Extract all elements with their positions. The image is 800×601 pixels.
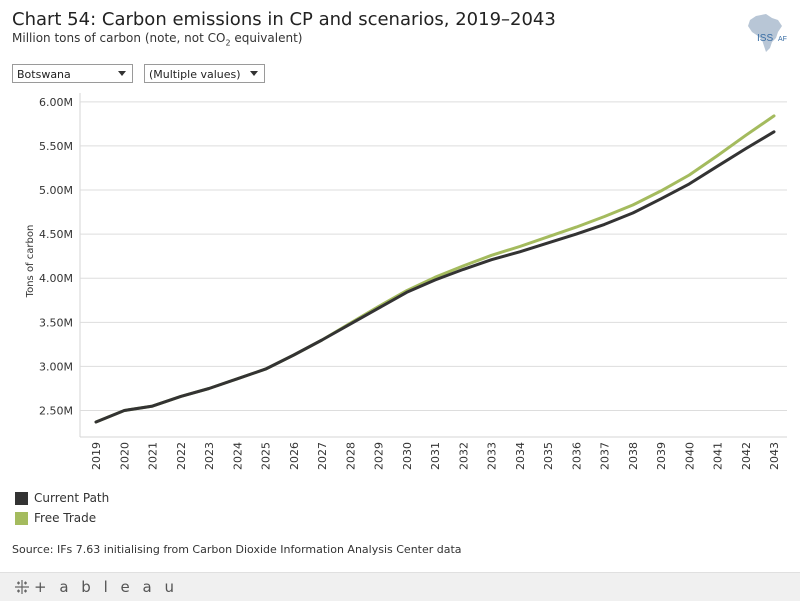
x-tick-label: 2039 (655, 442, 668, 470)
x-tick-label: 2036 (570, 442, 583, 470)
source-note: Source: IFs 7.63 initialising from Carbo… (12, 543, 462, 556)
y-tick-label: 4.00M (39, 272, 73, 285)
legend-item-free-trade[interactable]: Free Trade (15, 508, 109, 528)
chevron-down-icon (118, 71, 126, 76)
x-tick-label: 2028 (344, 442, 357, 470)
y-tick-label: 3.50M (39, 316, 73, 329)
chart-subtitle: Million tons of carbon (note, not CO2 eq… (12, 31, 302, 47)
subtitle-subscript: 2 (225, 38, 231, 48)
x-tick-label: 2037 (599, 442, 612, 470)
x-tick-label: 2019 (90, 442, 103, 470)
x-tick-label: 2023 (203, 442, 216, 470)
x-tick-label: 2032 (457, 442, 470, 470)
series-line-free-trade (94, 114, 776, 424)
tableau-logo-link[interactable]: + a b l e a u (14, 578, 178, 596)
y-tick-label: 3.00M (39, 360, 73, 373)
x-tick-label: 2027 (316, 442, 329, 470)
x-tick-label: 2022 (175, 442, 188, 470)
scenario-filter-value: (Multiple values) (149, 68, 241, 81)
subtitle-main: Million tons of carbon (note, not CO (12, 31, 226, 45)
chart-title: Chart 54: Carbon emissions in CP and sce… (12, 9, 556, 30)
legend-label-current-path: Current Path (34, 491, 110, 505)
tableau-brand-text: + a b l e a u (34, 578, 178, 596)
legend-swatch-free-trade (15, 511, 28, 525)
x-tick-label: 2025 (260, 442, 273, 470)
x-tick-label: 2041 (712, 442, 725, 470)
x-tick-label: 2026 (288, 442, 301, 470)
x-tick-label: 2040 (683, 442, 696, 470)
x-tick-label: 2021 (147, 442, 160, 470)
x-tick-label: 2034 (514, 442, 527, 470)
x-tick-label: 2031 (429, 442, 442, 470)
country-filter-value: Botswana (17, 68, 71, 81)
x-tick-label: 2033 (486, 442, 499, 470)
y-tick-label: 6.00M (39, 96, 73, 109)
tableau-cross-icon (15, 580, 29, 594)
subtitle-end: equivalent) (230, 31, 303, 45)
scenario-filter-dropdown[interactable]: (Multiple values) (144, 64, 265, 83)
chevron-down-icon (250, 71, 258, 76)
x-tick-label: 2024 (231, 442, 244, 470)
x-tick-label: 2043 (768, 442, 781, 470)
line-chart: 2.50M 3.00M 3.50M 4.00M 4.50M 5.00M 5.50M 6.00M… (25, 93, 787, 470)
x-tick-label: 2020 (118, 442, 131, 470)
africa-map-icon (748, 14, 782, 52)
issafrica-logo: ISS AF (748, 14, 787, 52)
x-tick-label: 2035 (542, 442, 555, 470)
x-tick-label: 2038 (627, 442, 640, 470)
tableau-footer: + a b l e a u (0, 572, 800, 601)
series-line-current-path (94, 130, 776, 424)
x-tick-label: 2029 (373, 442, 386, 470)
country-filter-dropdown[interactable]: Botswana (12, 64, 133, 83)
y-tick-label: 2.50M (39, 405, 73, 418)
legend-item-current-path[interactable]: Current Path (15, 488, 109, 508)
y-tick-label: 5.00M (39, 184, 73, 197)
legend-swatch-current-path (15, 491, 28, 505)
chart-legend: Current Path Free Trade (15, 488, 109, 528)
y-axis-title: Tons of carbon (25, 225, 36, 299)
logo-text-left: ISS (757, 33, 773, 44)
y-tick-label: 5.50M (39, 140, 73, 153)
y-tick-label: 4.50M (39, 228, 73, 241)
legend-label-free-trade: Free Trade (34, 511, 97, 525)
logo-text-right: AF (778, 36, 787, 43)
x-tick-label: 2042 (740, 442, 753, 470)
x-tick-label: 2030 (401, 442, 414, 470)
